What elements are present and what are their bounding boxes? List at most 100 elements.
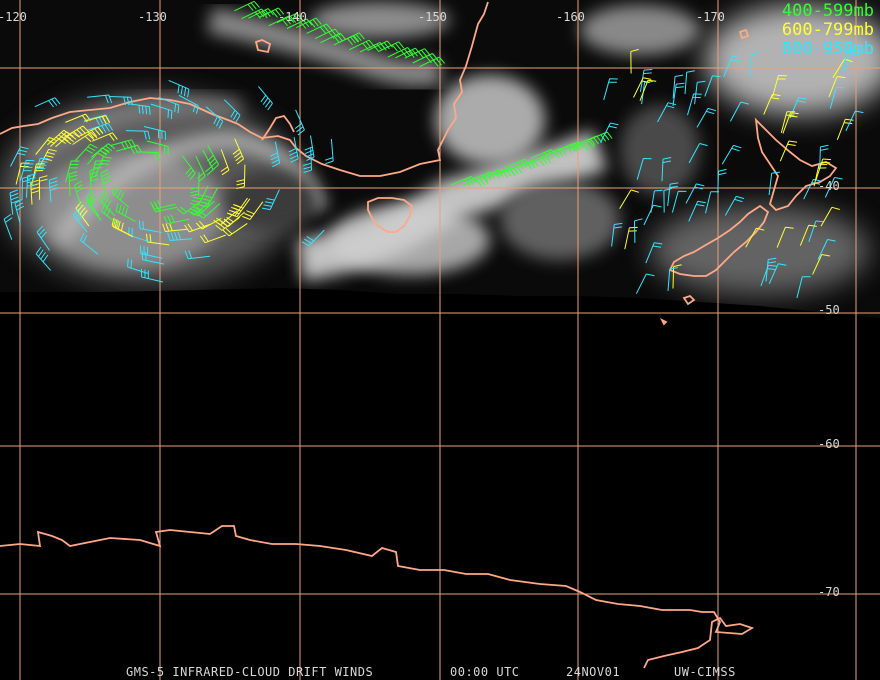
wind-barb [540, 147, 567, 158]
wind-barb [723, 55, 741, 77]
wind-barb [232, 138, 245, 165]
wind-barb [836, 118, 854, 140]
wind-barb [187, 200, 212, 216]
wind-barb [296, 17, 322, 29]
footer-product: GMS-5 INFRARED-CLOUD DRIFT WINDS [126, 665, 374, 679]
wind-barb [688, 200, 706, 222]
wind-barb [125, 130, 151, 140]
wind-barb [815, 158, 832, 181]
wind-barb [845, 110, 864, 132]
wind-barb [576, 135, 603, 146]
wind-barb [136, 151, 161, 161]
wind-barb [419, 56, 445, 68]
wind-barb [694, 80, 706, 105]
wind-barb [672, 74, 684, 99]
wind-barb [820, 206, 840, 227]
footer-caption: GMS-5 INFRARED-CLOUD DRIFT WINDS 00:00 U… [0, 665, 880, 679]
wind-barb [184, 250, 211, 260]
wind-barb [176, 200, 202, 215]
wind-barb [663, 187, 673, 213]
wind-barb [749, 52, 760, 77]
wind-barb [92, 132, 118, 142]
pressure-legend: 400-599mb 600-799mb 800-950mb [782, 2, 874, 59]
wind-barb [812, 254, 830, 275]
wind-barb [26, 173, 36, 198]
lat-label: -70 [818, 585, 840, 599]
lon-label: -140 [278, 10, 307, 24]
wind-barb [38, 175, 48, 200]
wind-barb [14, 198, 25, 225]
wind-barb [462, 176, 489, 187]
wind-barb [630, 48, 639, 74]
wind-barb [222, 222, 248, 237]
wind-barb [127, 258, 149, 275]
wind-barb [324, 139, 334, 165]
wind-barb [768, 171, 780, 196]
wind-barb [158, 96, 180, 114]
lon-label: -150 [418, 10, 447, 24]
wind-barb [404, 48, 431, 59]
wind-barb [303, 148, 312, 173]
footer-time: 00:00 UTC [450, 665, 520, 679]
wind-barb [687, 93, 702, 116]
wind-barb [268, 15, 295, 27]
wind-barb [55, 131, 80, 148]
wind-barb [819, 144, 829, 169]
legend-item-600-799: 600-799mb [781, 20, 874, 40]
wind-barb [226, 197, 248, 217]
islet-3 [254, 39, 272, 54]
wind-barb [276, 12, 303, 24]
wind-barb [100, 169, 111, 195]
wind-barb [181, 155, 196, 180]
wind-barb [3, 213, 13, 240]
wind-barb [143, 126, 166, 140]
wind-barb [63, 125, 90, 138]
wind-barb [367, 40, 393, 52]
wind-barb [667, 267, 678, 291]
wind-barb [215, 216, 240, 231]
lat-label: -40 [818, 179, 840, 193]
wind-barb [657, 102, 677, 123]
wind-barb [684, 70, 695, 95]
wind-barb [645, 242, 663, 264]
wind-barb [111, 185, 130, 208]
wind-barb [306, 23, 333, 34]
wind-barb [89, 167, 99, 193]
wind-barb [635, 273, 655, 294]
wind-barb [80, 232, 99, 255]
wind-barb [782, 112, 799, 134]
tasmania [367, 197, 413, 233]
wind-barb [619, 189, 640, 209]
wind-barb [163, 214, 190, 225]
wind-barb [85, 191, 100, 217]
wind-barb [47, 129, 71, 146]
wind-barb [34, 97, 61, 108]
wind-barb [167, 231, 193, 241]
wind-barb [832, 58, 853, 79]
wind-barb [108, 96, 133, 106]
wind-barb [190, 185, 209, 206]
wind-barb [262, 189, 280, 211]
wind-barb [569, 140, 595, 151]
wind-barb [824, 177, 843, 198]
wind-barb [19, 159, 35, 182]
lat-label: -60 [818, 437, 840, 451]
wind-barb [776, 226, 794, 248]
wind-barb [817, 239, 836, 260]
wind-barb [199, 234, 226, 244]
wind-barb [94, 156, 112, 178]
wind-barb [636, 158, 652, 180]
wind-barb [115, 202, 136, 222]
wind-barb [685, 183, 705, 204]
wind-barb [721, 144, 742, 165]
stewart-island [682, 294, 696, 306]
wind-barb [190, 200, 215, 217]
wind-barb [779, 140, 798, 162]
wind-barb [672, 82, 685, 106]
wind-barb [199, 187, 219, 208]
wind-barb [32, 157, 49, 180]
wind-barb [236, 164, 246, 189]
wind-barb [269, 141, 281, 168]
wind-barb [84, 115, 111, 125]
